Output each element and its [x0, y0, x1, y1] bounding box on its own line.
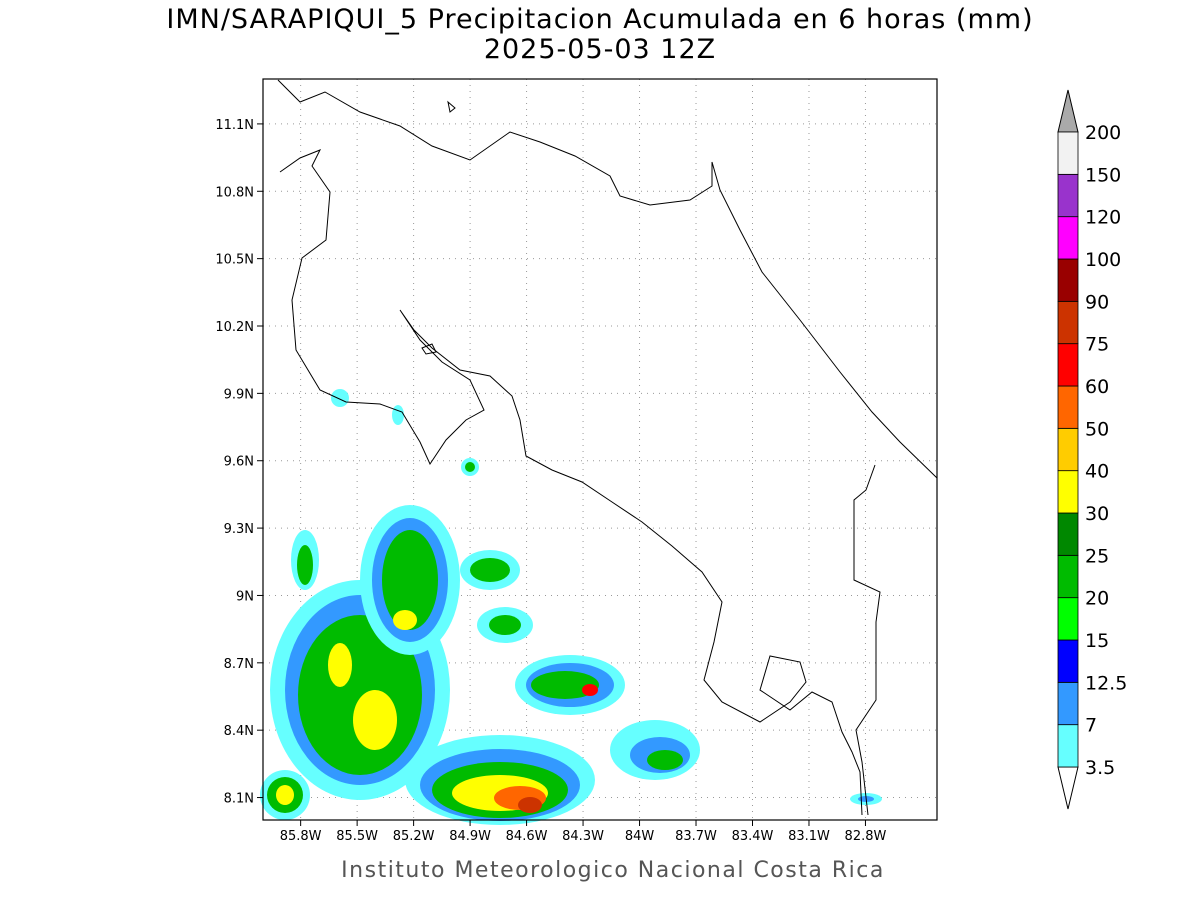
- precipitation-field: [260, 389, 882, 825]
- colorbar-extension: [1057, 89, 1079, 133]
- rain-blob: [515, 655, 625, 715]
- rain-blob: [260, 770, 310, 820]
- colorbar-segment: [1057, 554, 1079, 599]
- y-tick-label: 8.4N: [224, 724, 254, 739]
- colorbar-label: 40: [1085, 461, 1109, 483]
- colorbar-segment: [1057, 512, 1079, 556]
- colorbar-label: 50: [1085, 418, 1109, 440]
- x-tick-label: 84.9W: [449, 829, 491, 844]
- colorbar-label: 15: [1085, 630, 1109, 652]
- colorbar-label: 7: [1085, 715, 1097, 737]
- colorbar-segment: [1057, 300, 1079, 345]
- colorbar-label: 100: [1085, 249, 1121, 271]
- colorbar-label: 25: [1085, 545, 1109, 567]
- colorbar-segment: [1057, 427, 1079, 472]
- x-tick-label: 83.4W: [732, 829, 774, 844]
- coastline: [277, 79, 938, 816]
- rain-blob: [405, 735, 595, 825]
- x-tick-label: 83.1W: [788, 829, 830, 844]
- colorbar-label: 150: [1085, 164, 1121, 186]
- x-tick-label: 85.2W: [393, 829, 435, 844]
- y-tick-label: 8.1N: [224, 792, 254, 807]
- y-tick-label: 10.2N: [215, 320, 254, 335]
- footer: Instituto Meteorologico Nacional Costa R…: [341, 858, 885, 883]
- rain-blob: [610, 720, 700, 780]
- y-tick-label: 9N: [236, 589, 254, 604]
- colorbar: 3.5 7 12.5 15 20 25 30 40 50 60 75 90 100 120 150 200: [1057, 89, 1127, 810]
- y-tick-label: 10.5N: [215, 253, 254, 268]
- colorbar-label: 3.5: [1085, 757, 1115, 779]
- colorbar-segment: [1057, 639, 1079, 683]
- colorbar-label: 120: [1085, 207, 1121, 229]
- colorbar-label: 20: [1085, 588, 1109, 610]
- colorbar-segment: [1057, 724, 1079, 768]
- colorbar-label: 12.5: [1085, 672, 1127, 694]
- axes: 85.8W 85.5W 85.2W 84.9W 84.6W 84.3W 84W 83.7W 83…: [215, 118, 886, 844]
- colorbar-label: 200: [1085, 122, 1121, 144]
- colorbar-segment: [1057, 681, 1079, 726]
- y-tick-label: 11.1N: [215, 118, 254, 133]
- x-tick-label: 83.7W: [675, 829, 717, 844]
- y-tick-label: 9.9N: [224, 387, 254, 402]
- colorbar-segment: [1057, 597, 1079, 641]
- colorbar-segment: [1057, 173, 1079, 218]
- x-tick-label: 84.3W: [562, 829, 604, 844]
- colorbar-segment: [1057, 258, 1079, 302]
- subtitle: 2025-05-03 12Z: [484, 34, 716, 65]
- y-tick-label: 10.8N: [215, 185, 254, 200]
- colorbar-segment: [1057, 343, 1079, 387]
- colorbar-label: 60: [1085, 376, 1109, 398]
- colorbar-segment: [1057, 216, 1079, 260]
- colorbar-extension: [1057, 766, 1079, 810]
- x-tick-label: 82.8W: [845, 829, 887, 844]
- colorbar-label: 90: [1085, 291, 1109, 313]
- colorbar-label: 75: [1085, 334, 1109, 356]
- rain-blob: [360, 505, 460, 655]
- title: IMN/SARAPIQUI_5 Precipitacion Acumulada …: [166, 4, 1033, 35]
- y-tick-label: 8.7N: [224, 657, 254, 672]
- x-tick-label: 84.6W: [506, 829, 548, 844]
- y-tick-label: 9.6N: [224, 455, 254, 470]
- map-frame: [262, 78, 938, 821]
- x-tick-label: 85.8W: [280, 829, 322, 844]
- colorbar-segment: [1057, 385, 1079, 429]
- y-tick-label: 9.3N: [224, 522, 254, 537]
- colorbar-segment: [1057, 131, 1079, 175]
- colorbar-label: 30: [1085, 503, 1109, 525]
- x-tick-label: 85.5W: [336, 829, 378, 844]
- x-tick-label: 84W: [625, 829, 655, 844]
- colorbar-segment: [1057, 470, 1079, 514]
